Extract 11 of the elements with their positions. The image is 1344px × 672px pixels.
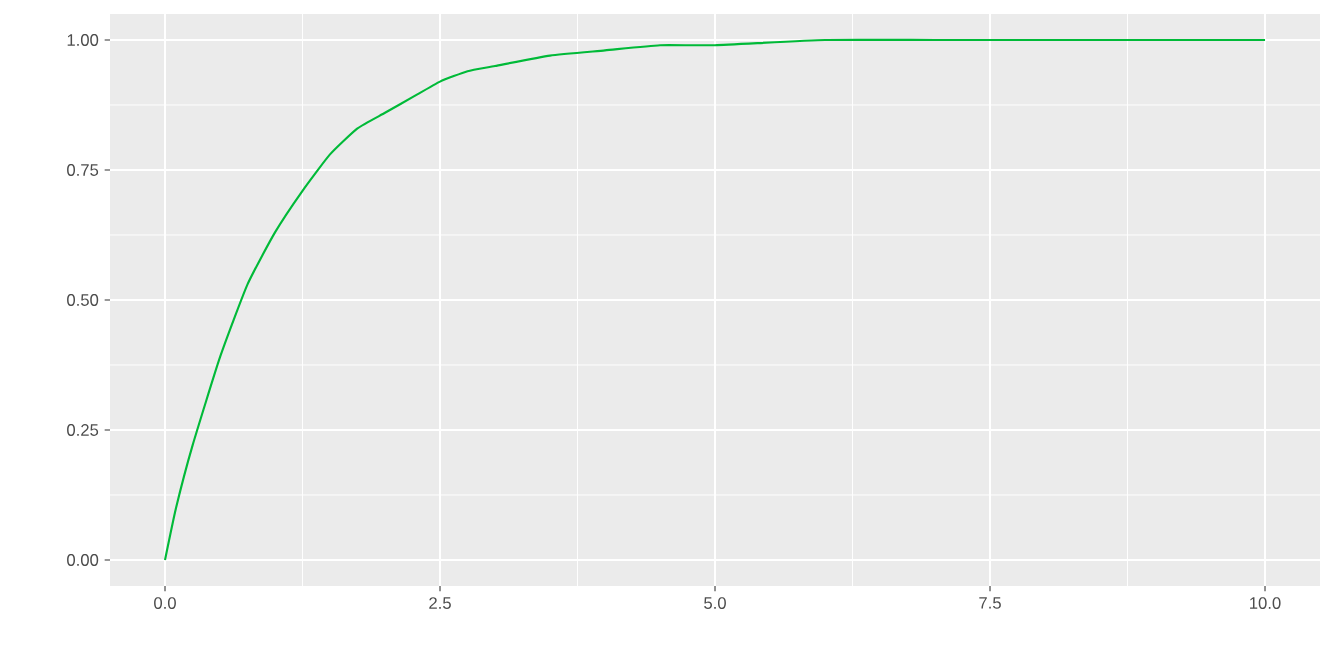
x-tick-label: 2.5 bbox=[429, 597, 451, 609]
y-tick-label: 0.75 bbox=[67, 164, 99, 176]
line-series bbox=[163, 38, 1267, 562]
y-tick-label: 0.50 bbox=[67, 294, 99, 306]
x-tick-label: 0.0 bbox=[154, 597, 176, 609]
x-tick-label: 7.5 bbox=[979, 597, 1001, 609]
x-tick-label: 5.0 bbox=[704, 597, 726, 609]
y-tick-label: 0.00 bbox=[67, 554, 99, 566]
y-tick-label: 1.00 bbox=[67, 34, 99, 46]
x-tick-label: 10.0 bbox=[1250, 597, 1281, 609]
y-tick-label: 0.25 bbox=[67, 424, 99, 436]
